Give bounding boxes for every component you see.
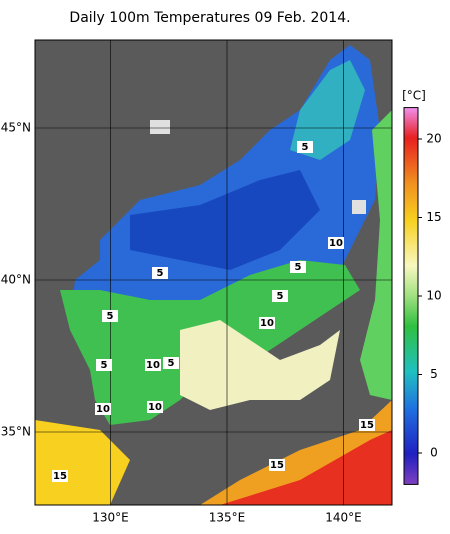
contour-label: 15 <box>53 471 67 482</box>
contour-label: 10 <box>260 318 274 329</box>
contour-label-box <box>359 419 375 431</box>
contour-label-box <box>52 470 68 482</box>
sea-coldest <box>130 170 320 270</box>
lat-label: 45°N <box>1 121 31 135</box>
contour-label: 5 <box>157 268 164 279</box>
map-title: Daily 100m Temperatures 09 Feb. 2014. <box>69 10 350 26</box>
contour-label-box <box>147 401 163 413</box>
contour-label-box <box>259 317 275 329</box>
lat-label: 40°N <box>1 273 31 287</box>
contour-label: 10 <box>329 238 343 249</box>
pacific-east <box>360 110 392 400</box>
contour-label: 5 <box>302 142 309 153</box>
colorbar-tick-label: 0 <box>430 446 438 460</box>
contour-label: 5 <box>101 360 108 371</box>
lon-label: 130°E <box>92 511 129 525</box>
contour-label: 10 <box>148 402 162 413</box>
contour-label-box <box>96 359 112 371</box>
no-data-patch <box>150 120 170 134</box>
contour-label-box <box>328 237 344 249</box>
colorbar-tick-label: 10 <box>426 289 441 303</box>
lon-label: 135°E <box>209 511 246 525</box>
contour-label: 5 <box>295 262 302 273</box>
contour-label-box <box>95 403 111 415</box>
colorbar-tick-label: 20 <box>426 132 441 146</box>
map-frame <box>34 39 393 506</box>
kuroshio <box>220 430 392 505</box>
contour-label-box <box>297 141 313 153</box>
contour-label-box <box>290 261 306 273</box>
contour-label: 15 <box>360 420 374 431</box>
contour-label: 10 <box>146 360 160 371</box>
colorbar-tick-label: 15 <box>426 210 441 224</box>
contour-label: 5 <box>107 311 114 322</box>
no-data-patch <box>352 200 366 214</box>
contour-label: 10 <box>96 404 110 415</box>
contour-label-box <box>269 459 285 471</box>
sea-cool <box>290 60 365 160</box>
contour-label: 5 <box>277 291 284 302</box>
contour-label-box <box>102 310 118 322</box>
colorbar-tick-label: 5 <box>430 367 438 381</box>
contour-label-box <box>272 290 288 302</box>
colorbar <box>403 107 419 485</box>
contour-label-box <box>152 267 168 279</box>
contour-label-box <box>145 359 161 371</box>
contour-label: 15 <box>270 460 284 471</box>
lat-label: 35°N <box>1 425 31 439</box>
contour-label-box <box>163 357 179 369</box>
east-china-sea <box>35 420 130 505</box>
lon-label: 140°E <box>325 511 362 525</box>
contour-label: 5 <box>168 358 175 369</box>
colorbar-unit: [°C] <box>402 89 426 103</box>
sea-warm <box>180 320 340 410</box>
map-area <box>35 40 392 505</box>
